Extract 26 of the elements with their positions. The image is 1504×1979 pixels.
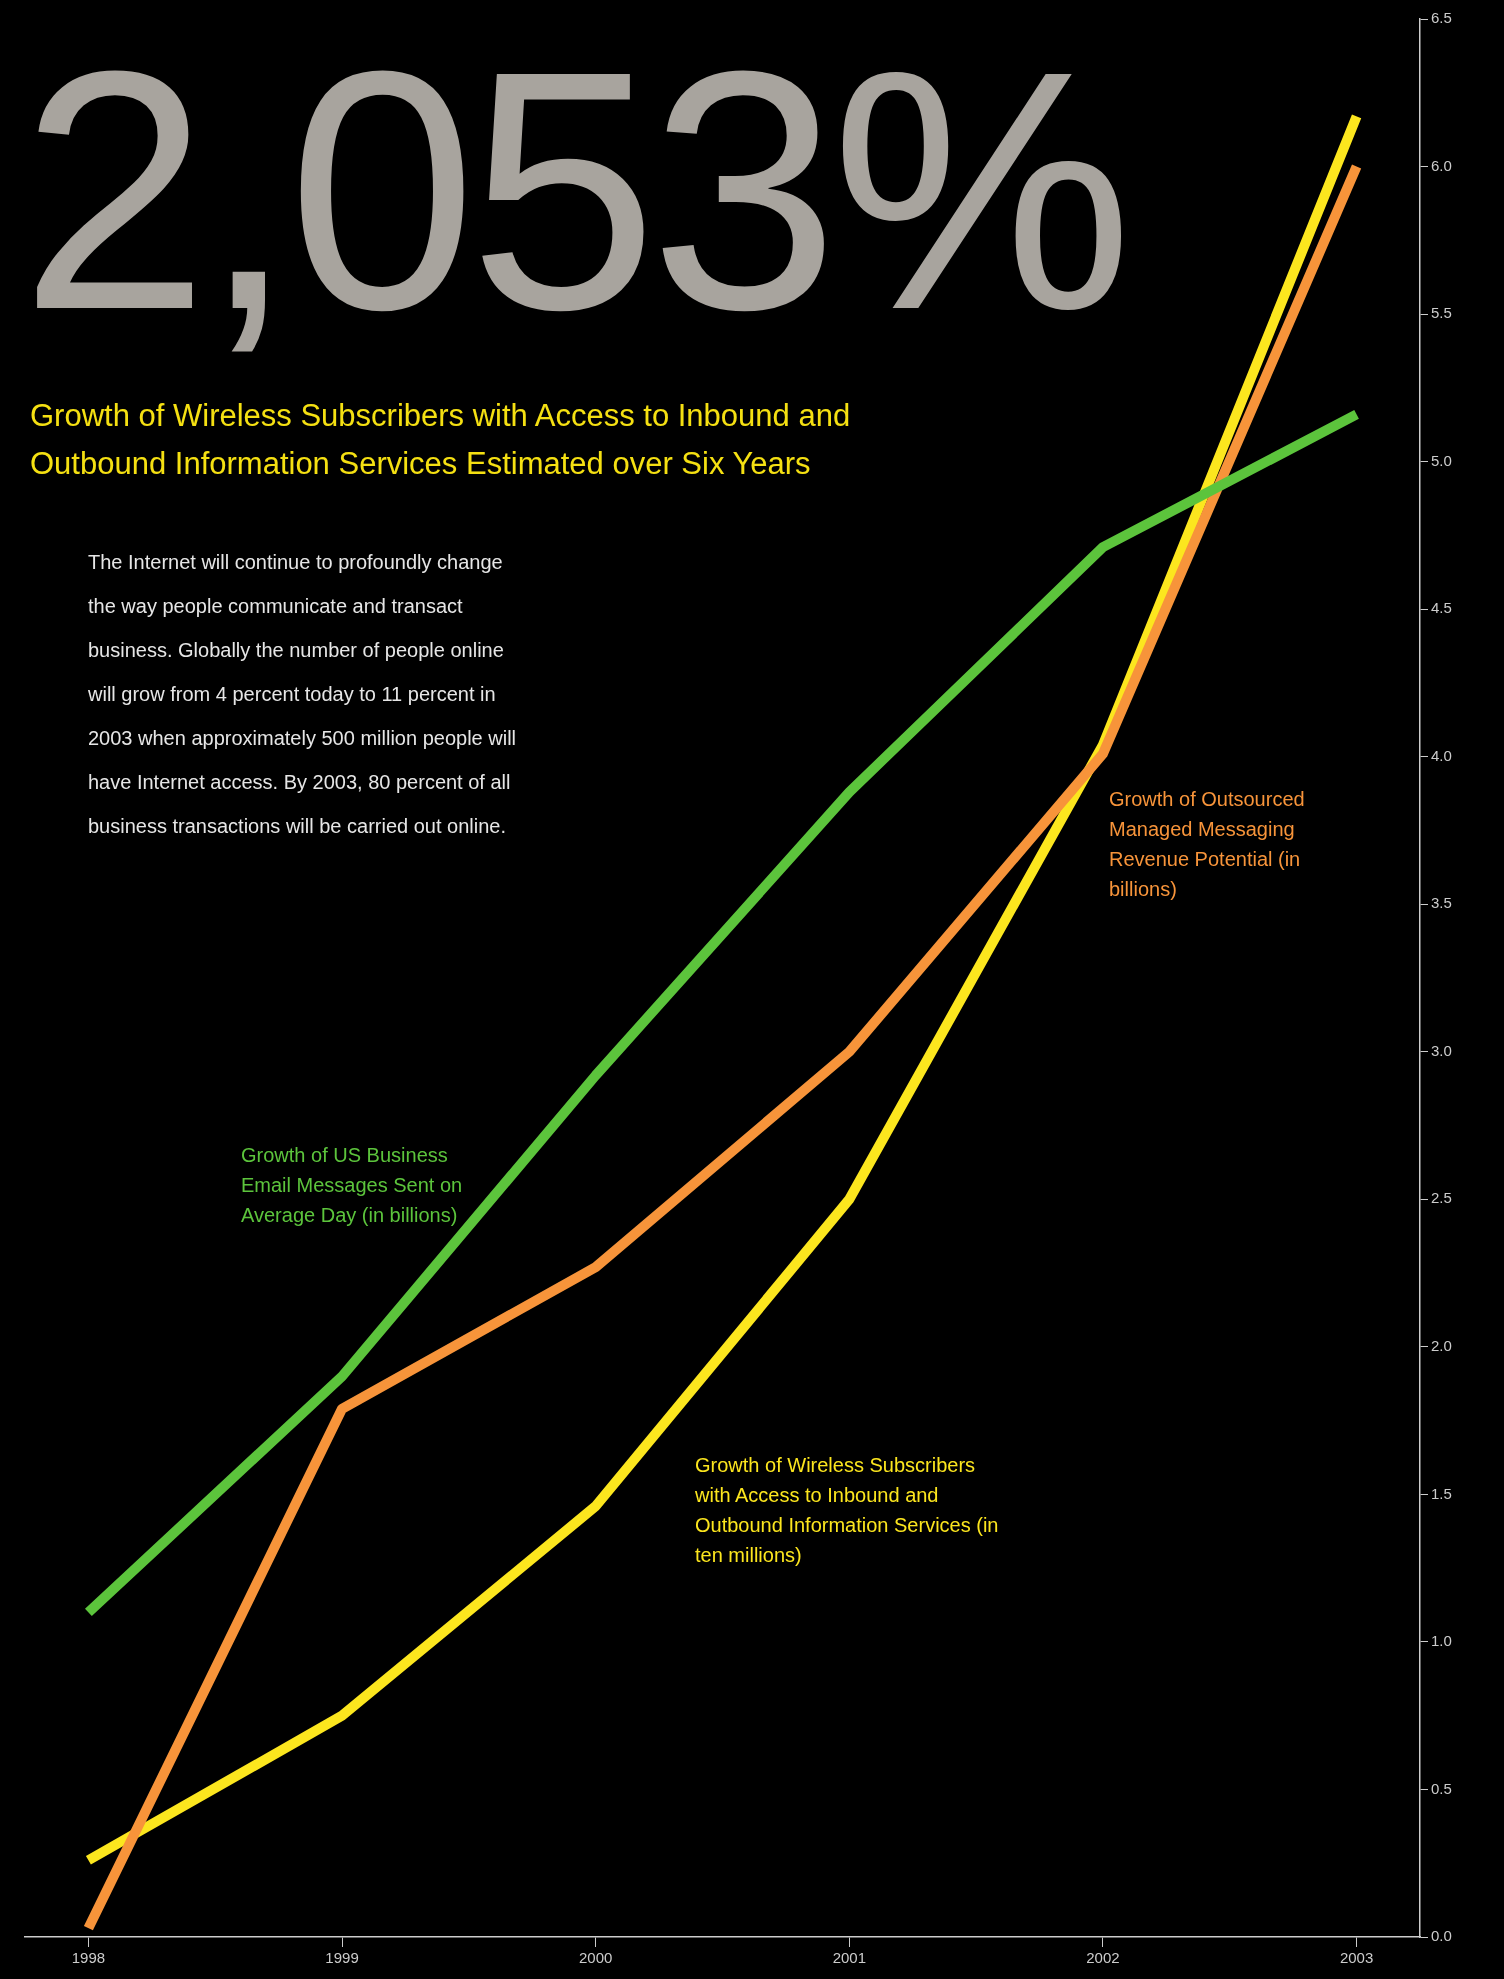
series-label: Growth of US Business Email Messages Sent on Average Day (in billions): [241, 1143, 464, 1228]
x-tick-label: 2003: [1339, 1949, 1374, 1967]
chart-title: 2,053%: [20, 0, 1126, 380]
y-tick-label: 4.0: [1431, 746, 1452, 764]
y-tick-label: 2.0: [1431, 1336, 1452, 1354]
y-tick-label: 0.5: [1431, 1779, 1452, 1797]
text: Growth of Wireless Subscribers with Access to Inbound and Outbound Information Services (in ten millions): [695, 1453, 1000, 1568]
x-tick-label: 2000: [578, 1949, 613, 1967]
y-tick-label: 1.5: [1431, 1484, 1452, 1502]
y-tick-label: 3.5: [1431, 894, 1452, 912]
y-tick-label: 5.0: [1431, 451, 1452, 469]
y-tick-label: 4.5: [1431, 599, 1452, 617]
text: Growth of Wireless Subscribers with Access to Inbound and Outbound Information Services Estimated over Six Years: [30, 397, 852, 483]
y-tick-label: 2.5: [1431, 1189, 1452, 1207]
y-tick-label: 3.0: [1431, 1041, 1452, 1059]
x-tick-label: 2002: [1086, 1949, 1120, 1967]
y-tick-label: 6.0: [1431, 156, 1452, 174]
y-tick-label: 0.0: [1431, 1927, 1452, 1945]
y-tick-label: 5.5: [1431, 304, 1452, 322]
annotation: The Internet will continue to profoundly change the way people communicate and transact business. Globally the number of people online will grow from 4 percent today to 11 percent in 2003 when approximately 500 million people will have Internet access. By 2003, 80 percent of all business transactions will be carried out online.: [88, 550, 518, 839]
y-tick-label: 1.0: [1431, 1632, 1452, 1650]
x-tick-label: 1998: [71, 1949, 106, 1967]
y-tick-label: 6.5: [1431, 9, 1452, 27]
x-tick-label: 1999: [325, 1949, 359, 1967]
x-tick-label: 2001: [832, 1949, 867, 1967]
series-label: Growth of Outsourced Managed Messaging Revenue Potential (in billions): [1109, 787, 1306, 902]
